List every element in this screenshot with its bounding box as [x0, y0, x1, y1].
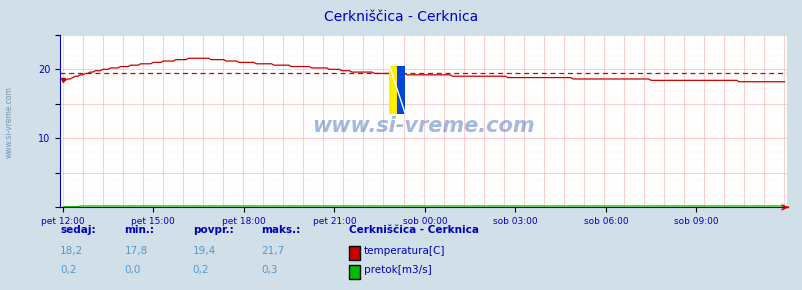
Text: pretok[m3/s]: pretok[m3/s] [363, 265, 431, 275]
Text: Cerkniščica - Cerknica: Cerkniščica - Cerknica [324, 10, 478, 24]
Text: 17,8: 17,8 [124, 246, 148, 256]
Text: sedaj:: sedaj: [60, 225, 95, 235]
FancyBboxPatch shape [397, 66, 405, 114]
Text: min.:: min.: [124, 225, 154, 235]
Text: 0,2: 0,2 [192, 265, 209, 275]
Text: maks.:: maks.: [261, 225, 300, 235]
Text: temperatura[C]: temperatura[C] [363, 246, 444, 256]
FancyBboxPatch shape [389, 66, 397, 114]
Text: www.si-vreme.com: www.si-vreme.com [312, 116, 534, 136]
Text: 0,3: 0,3 [261, 265, 277, 275]
Text: 0,2: 0,2 [60, 265, 77, 275]
Text: 21,7: 21,7 [261, 246, 284, 256]
Text: Cerkniščica - Cerknica: Cerkniščica - Cerknica [349, 225, 479, 235]
Text: 18,2: 18,2 [60, 246, 83, 256]
Text: 19,4: 19,4 [192, 246, 216, 256]
Text: www.si-vreme.com: www.si-vreme.com [5, 86, 14, 158]
Text: povpr.:: povpr.: [192, 225, 233, 235]
Text: 0,0: 0,0 [124, 265, 140, 275]
